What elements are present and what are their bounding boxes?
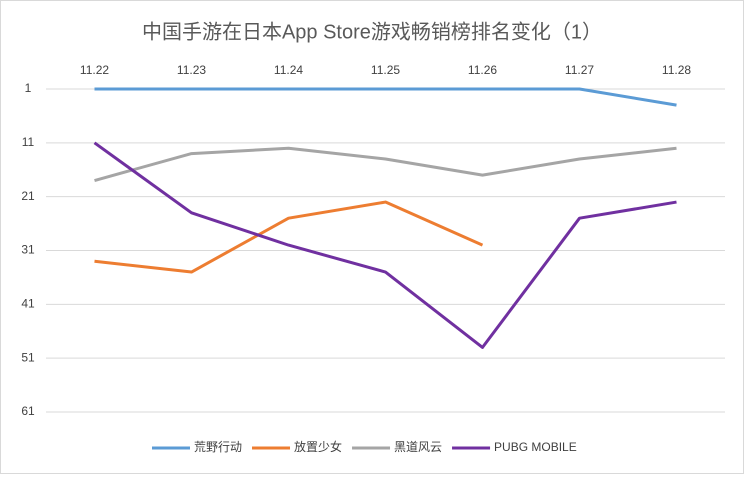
- x-tick-label: 11.26: [468, 63, 497, 77]
- y-tick-label: 31: [21, 243, 35, 257]
- y-tick-label: 61: [21, 404, 35, 418]
- legend-label: 黑道风云: [394, 440, 442, 454]
- series-line: [94, 146, 677, 182]
- y-tick-label: 11: [22, 135, 35, 149]
- x-tick-label: 11.28: [662, 63, 691, 77]
- y-tick-label: 21: [21, 189, 35, 203]
- series-line: [94, 200, 484, 274]
- series-line: [93, 141, 677, 349]
- x-tick-label: 11.25: [371, 63, 400, 77]
- series-line: [94, 87, 677, 107]
- y-tick-label: 1: [25, 81, 32, 95]
- legend-label: PUBG MOBILE: [494, 440, 577, 454]
- x-tick-label: 11.24: [274, 63, 303, 77]
- x-tick-label: 11.22: [80, 63, 109, 77]
- y-tick-label: 51: [21, 350, 35, 364]
- legend-label: 放置少女: [294, 439, 342, 454]
- x-tick-label: 11.27: [565, 63, 594, 77]
- y-tick-label: 41: [21, 297, 35, 311]
- chart-title: 中国手游在日本App Store游戏畅销榜排名变化（1）: [142, 20, 602, 43]
- legend-label: 荒野行动: [194, 440, 242, 454]
- x-tick-label: 11.23: [177, 63, 206, 77]
